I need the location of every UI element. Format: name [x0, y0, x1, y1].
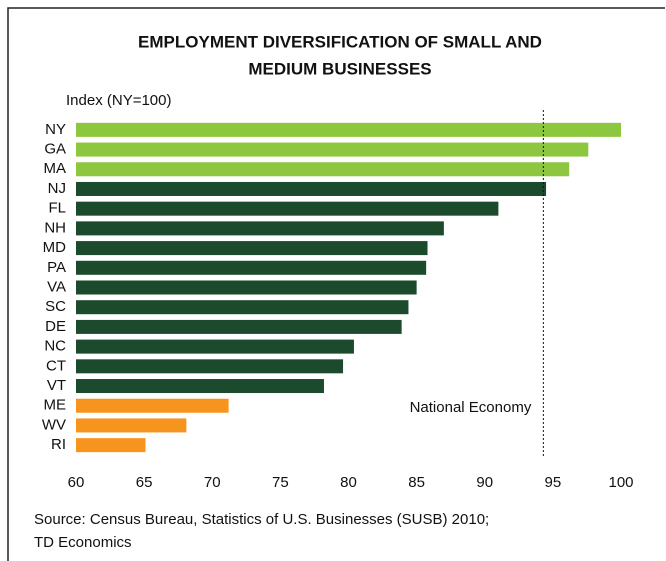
bar: [76, 339, 354, 354]
bar: [76, 418, 187, 433]
y-tick-label: GA: [44, 141, 66, 158]
x-tick-label: 65: [136, 474, 153, 491]
y-tick-label: MA: [44, 160, 67, 177]
x-tick-label: 85: [408, 474, 425, 491]
bar: [76, 319, 402, 334]
y-tick-label: NH: [44, 219, 66, 236]
bar: [76, 260, 427, 275]
x-tick-label: 75: [272, 474, 289, 491]
bar: [76, 241, 428, 256]
bar: [76, 221, 444, 236]
y-tick-label: FL: [48, 200, 66, 217]
x-tick-label: 95: [545, 474, 562, 491]
bar: [76, 379, 324, 394]
x-tick-label: 100: [608, 474, 633, 491]
y-tick-label: WV: [42, 416, 66, 433]
source: TD Economics: [34, 534, 132, 551]
y-tick-label: ME: [44, 397, 67, 414]
y-tick-label: PA: [47, 259, 66, 276]
bar: [76, 122, 621, 137]
y-tick-label: RI: [51, 436, 66, 453]
y-tick-label: NJ: [48, 180, 66, 197]
bar: [76, 181, 547, 196]
bar: [76, 142, 589, 157]
y-tick-label: NC: [44, 338, 66, 355]
bar: [76, 398, 229, 413]
y-tick-label: SC: [45, 298, 66, 315]
chart-title: MEDIUM BUSINESSES: [248, 59, 431, 78]
x-tick-label: 70: [204, 474, 221, 491]
reference-label: National Economy: [410, 399, 532, 416]
bar: [76, 162, 570, 177]
bar: [76, 359, 344, 374]
bar: [76, 438, 146, 453]
axis-label: Index (NY=100): [66, 92, 171, 109]
y-tick-label: DE: [45, 318, 66, 335]
bar: [76, 280, 417, 295]
y-tick-label: MD: [43, 239, 66, 256]
y-tick-label: CT: [46, 357, 66, 374]
chart-title: EMPLOYMENT DIVERSIFICATION OF SMALL AND: [138, 32, 542, 51]
x-tick-label: 80: [340, 474, 357, 491]
bar: [76, 201, 499, 216]
source: Source: Census Bureau, Statistics of U.S…: [34, 511, 489, 528]
x-tick-label: 60: [68, 474, 85, 491]
y-tick-label: NY: [45, 121, 66, 138]
frame: [7, 7, 665, 561]
y-tick-label: VA: [47, 278, 66, 295]
y-tick-label: VT: [47, 377, 66, 394]
bar: [76, 300, 409, 315]
x-tick-label: 90: [476, 474, 493, 491]
